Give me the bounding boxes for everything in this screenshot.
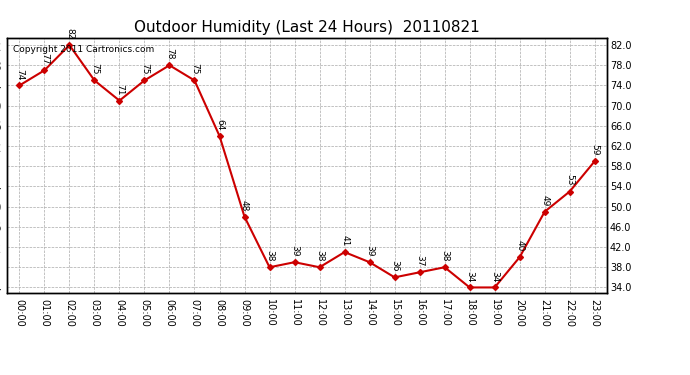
Text: 34: 34 bbox=[465, 270, 474, 282]
Text: 37: 37 bbox=[415, 255, 424, 267]
Text: 49: 49 bbox=[540, 195, 549, 206]
Text: 59: 59 bbox=[590, 144, 599, 156]
Text: 71: 71 bbox=[115, 84, 124, 95]
Text: 39: 39 bbox=[290, 245, 299, 256]
Text: 38: 38 bbox=[315, 250, 324, 262]
Text: 34: 34 bbox=[490, 270, 499, 282]
Text: 77: 77 bbox=[40, 53, 49, 65]
Text: 41: 41 bbox=[340, 235, 349, 246]
Text: 36: 36 bbox=[390, 260, 399, 272]
Text: 75: 75 bbox=[140, 63, 149, 75]
Text: 78: 78 bbox=[165, 48, 174, 60]
Text: 82: 82 bbox=[65, 28, 74, 39]
Text: 40: 40 bbox=[515, 240, 524, 252]
Text: 48: 48 bbox=[240, 200, 249, 211]
Text: 75: 75 bbox=[90, 63, 99, 75]
Text: 53: 53 bbox=[565, 174, 574, 186]
Text: 75: 75 bbox=[190, 63, 199, 75]
Text: 39: 39 bbox=[365, 245, 374, 256]
Text: 38: 38 bbox=[265, 250, 274, 262]
Text: 38: 38 bbox=[440, 250, 449, 262]
Text: 74: 74 bbox=[15, 69, 24, 80]
Text: Copyright 2011 Cartronics.com: Copyright 2011 Cartronics.com bbox=[13, 45, 154, 54]
Text: 64: 64 bbox=[215, 119, 224, 130]
Title: Outdoor Humidity (Last 24 Hours)  20110821: Outdoor Humidity (Last 24 Hours) 2011082… bbox=[134, 20, 480, 35]
